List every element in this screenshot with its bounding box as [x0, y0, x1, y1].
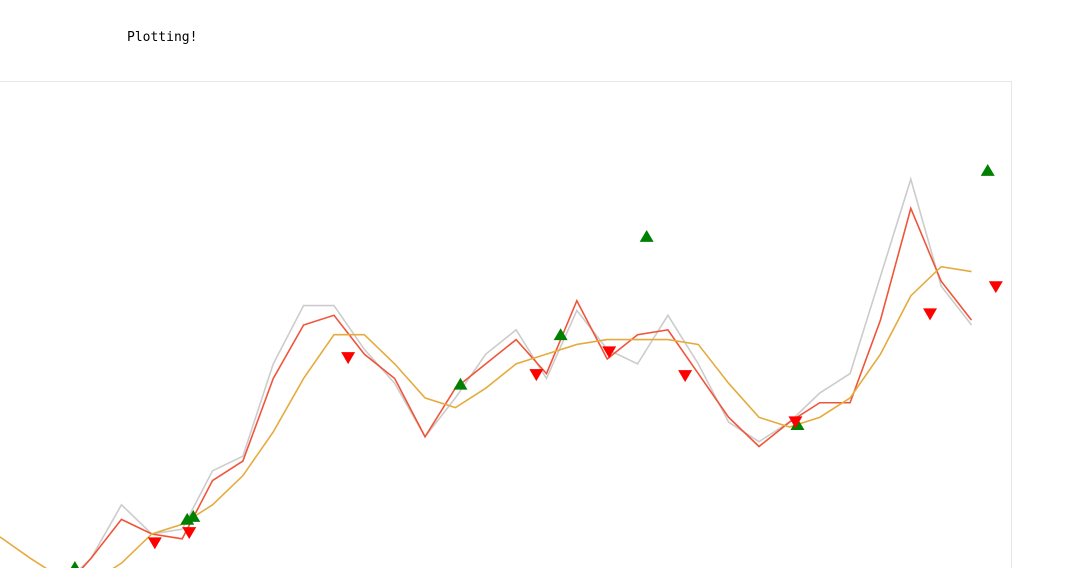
buy-marker: [186, 509, 201, 522]
sell-marker: [182, 527, 197, 540]
buy-marker: [453, 377, 468, 390]
sell-marker: [988, 281, 1003, 294]
cell-output: Plotting!: [127, 30, 198, 45]
chart: [0, 81, 1012, 568]
series-line: [79, 176, 973, 568]
sell-marker: [678, 370, 693, 383]
series-line: [0, 265, 972, 568]
plot-area: [0, 163, 1003, 568]
sell-marker: [529, 369, 544, 382]
buy-marker: [70, 561, 80, 568]
series-line: [81, 205, 973, 568]
sell-marker: [788, 416, 803, 429]
buy-marker: [639, 230, 654, 242]
buy-marker: [980, 163, 995, 176]
sell-marker: [923, 308, 938, 321]
sell-marker: [341, 352, 356, 365]
sell-marker: [147, 537, 162, 550]
sell-marker: [602, 346, 617, 359]
buy-marker: [553, 328, 568, 341]
